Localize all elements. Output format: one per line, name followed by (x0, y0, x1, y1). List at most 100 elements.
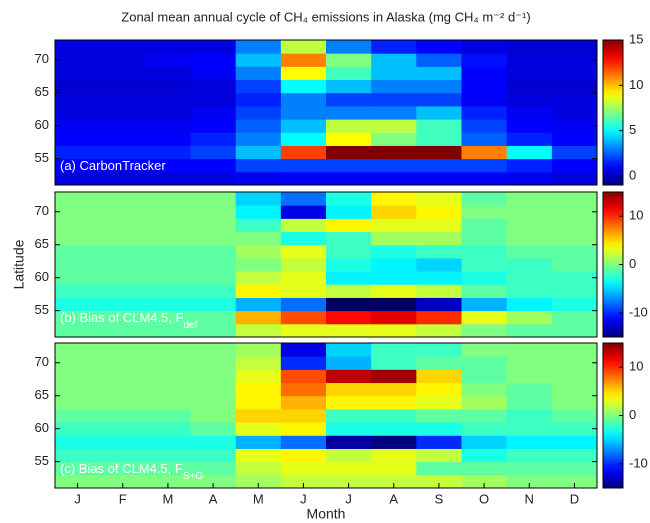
heatmap-cell (145, 422, 191, 436)
heatmap-cell (235, 205, 282, 219)
heatmap-cell (280, 356, 327, 370)
colorbar-tick-label: 10 (629, 77, 643, 92)
x-tick-label: M (253, 491, 264, 506)
heatmap-cell (371, 474, 417, 489)
heatmap-cell (100, 79, 146, 94)
heatmap-cell (100, 474, 146, 489)
heatmap-cell (235, 356, 282, 370)
heatmap-cell (280, 66, 327, 81)
heatmap-cell (416, 271, 462, 285)
heatmap-cell (506, 323, 553, 338)
heatmap-cell (145, 66, 191, 81)
heatmap-cell (55, 448, 101, 463)
heatmap-cell (326, 448, 372, 463)
heatmap-cell (280, 145, 327, 160)
heatmap-cell (326, 205, 372, 219)
heatmap-cell (551, 323, 598, 338)
heatmap-cell (371, 218, 417, 233)
heatmap-cell (100, 448, 146, 463)
heatmap-cell (416, 92, 462, 107)
colorbar-tick-label: 0 (629, 407, 636, 422)
heatmap-cell (100, 171, 146, 186)
heatmap-cell (326, 369, 372, 384)
heatmap-cell (326, 382, 372, 397)
heatmap-cell (371, 66, 417, 81)
heatmap-cell (55, 461, 101, 476)
heatmap-cell (100, 92, 146, 107)
heatmap-cell (280, 395, 327, 410)
y-tick-label: 55 (35, 302, 49, 317)
heatmap-cell (55, 382, 101, 397)
plot-frame (54, 39, 598, 186)
heatmap-cell (235, 297, 282, 312)
heatmap-cell (100, 271, 146, 285)
heatmap-cell (190, 323, 237, 338)
y-tick-label: 60 (35, 269, 49, 284)
heatmap-cell (326, 53, 372, 67)
heatmap-cell (145, 105, 191, 120)
heatmap-cell (326, 119, 372, 133)
heatmap-cell (551, 448, 598, 463)
heatmap-cell (190, 105, 237, 120)
heatmap-cell (506, 66, 553, 81)
heatmap-cell (280, 171, 327, 186)
heatmap-cell (371, 356, 417, 370)
heatmap-cell (100, 408, 146, 423)
heatmap-cell (100, 66, 146, 81)
heatmap-cell (371, 205, 417, 219)
heatmap-cell (371, 244, 417, 259)
heatmap-cell (416, 284, 462, 298)
heatmap-cell (371, 79, 417, 94)
heatmap-cell (235, 145, 282, 160)
heatmap-cell (551, 271, 598, 285)
heatmap-cell (416, 474, 462, 489)
heatmap-cell (416, 192, 462, 206)
heatmap-cell (55, 119, 101, 133)
heatmap-cell (551, 218, 598, 233)
heatmap-cell (190, 171, 237, 186)
heatmap-cell (190, 92, 237, 107)
heatmap-cell (190, 422, 237, 436)
heatmap-cell (100, 53, 146, 67)
heatmap-cell (55, 310, 101, 325)
heatmap-cell (551, 395, 598, 410)
heatmap-cell (100, 343, 146, 357)
heatmap-cell (371, 145, 417, 160)
y-tick-label: 60 (35, 117, 49, 132)
heatmap-cell (506, 119, 553, 133)
heatmap-cell (551, 79, 598, 94)
heatmap-cell (326, 356, 372, 370)
heatmap-cell (235, 382, 282, 397)
heatmap-cell (235, 395, 282, 410)
heatmap-cell (55, 297, 101, 312)
heatmap-cell (506, 192, 553, 206)
heatmap-cell (326, 395, 372, 410)
heatmap-cell (280, 369, 327, 384)
heatmap-cell (280, 474, 327, 489)
heatmap-cell (280, 448, 327, 463)
x-axis-label: Month (307, 506, 346, 522)
heatmap-cell (506, 257, 553, 272)
heatmap-cell (551, 66, 598, 81)
heatmap-cell (280, 192, 327, 206)
colorbar-tick-label: 10 (629, 208, 643, 223)
x-tick-label: J (300, 491, 307, 506)
heatmap-cell (326, 323, 372, 338)
heatmap-cell (371, 284, 417, 298)
heatmap-cell (235, 105, 282, 120)
heatmap-cell (506, 448, 553, 463)
heatmap-cell (371, 297, 417, 312)
heatmap-cell (100, 435, 146, 449)
heatmap-cell (551, 145, 598, 160)
heatmap-cell (280, 105, 327, 120)
heatmap-cell (506, 435, 553, 449)
heatmap-cell (416, 244, 462, 259)
colorbar-tick-label: -10 (629, 455, 648, 470)
heatmap-cell (371, 408, 417, 423)
heatmap-cell (145, 158, 191, 173)
heatmap-cell (280, 205, 327, 219)
heatmap-cell (145, 356, 191, 370)
heatmap-cell (416, 435, 462, 449)
heatmap-cell (190, 145, 237, 160)
heatmap-cell (416, 231, 462, 246)
